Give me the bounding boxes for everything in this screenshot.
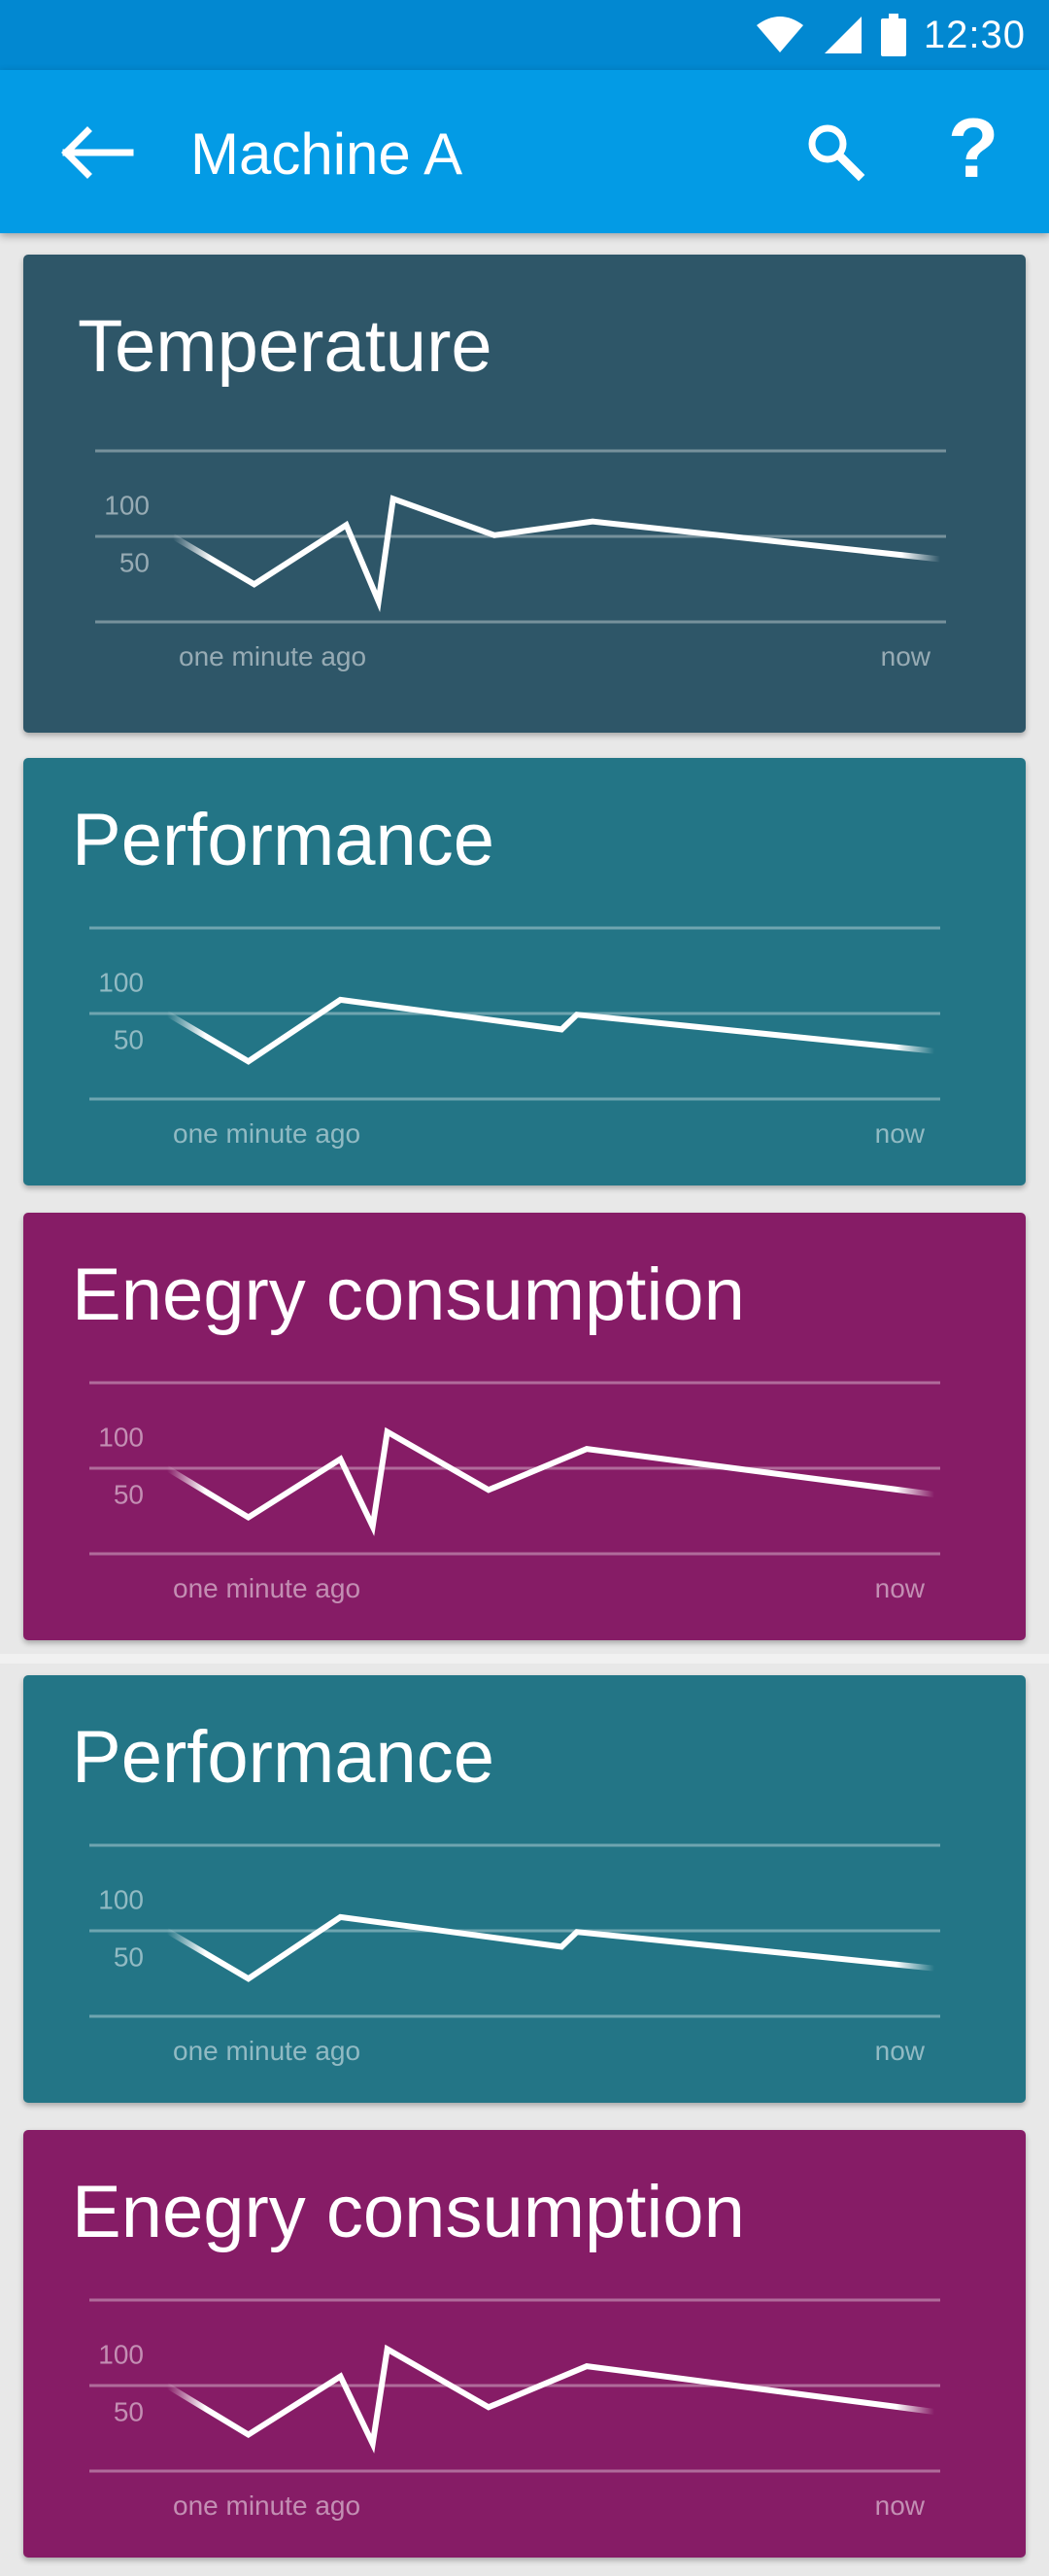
series-line — [165, 996, 935, 1065]
card-title: Enegry consumption — [72, 2171, 745, 2253]
card-title: Performance — [72, 1716, 495, 1799]
energy-consumption-chart: 100 50 one minute ago now — [89, 2298, 940, 2521]
card-title: Temperature — [78, 305, 492, 388]
x-axis-label-end: now — [875, 1573, 926, 1603]
wifi-icon — [756, 17, 803, 52]
search-icon — [808, 124, 865, 182]
performance-card[interactable]: Performance 100 50 one minute ago now — [23, 1675, 1026, 2103]
performance-chart: 100 50 one minute ago now — [89, 1843, 940, 2066]
x-axis-label-start: one minute ago — [173, 2490, 360, 2521]
cellular-signal-icon — [824, 17, 862, 53]
help-icon: ? — [947, 102, 999, 195]
card-title: Performance — [72, 799, 495, 881]
temperature-chart: 100 50 one minute ago now — [95, 449, 946, 671]
status-icons: 12:30 — [755, 0, 1026, 70]
section-divider — [0, 1654, 1049, 1664]
y-tick-label: 100 — [104, 491, 150, 521]
y-tick-label: 100 — [98, 968, 144, 998]
help-button[interactable]: ? — [934, 105, 1012, 192]
status-bar: 12:30 — [0, 0, 1049, 70]
status-time: 12:30 — [923, 13, 1026, 56]
temperature-card[interactable]: Temperature 100 50 one minute ago now — [23, 255, 1026, 733]
energy-consumption-card[interactable]: Enegry consumption 100 50 one minute ago no… — [23, 2130, 1026, 2558]
y-tick-label: 100 — [98, 1885, 144, 1915]
battery-icon — [880, 14, 906, 56]
series-line — [165, 1913, 935, 1982]
y-tick-label: 50 — [114, 1941, 144, 1972]
series-line — [171, 495, 941, 613]
y-tick-label: 50 — [119, 547, 150, 577]
performance-card[interactable]: Performance 100 50 one minute ago now — [23, 758, 1026, 1185]
series-line — [165, 2344, 935, 2454]
y-tick-label: 100 — [98, 2340, 144, 2370]
x-axis-label-end: now — [875, 1118, 926, 1149]
x-axis-label-end: now — [875, 2490, 926, 2521]
x-axis-label-end: now — [875, 2036, 926, 2066]
performance-chart: 100 50 one minute ago now — [89, 926, 940, 1149]
x-axis-label-start: one minute ago — [179, 641, 366, 671]
energy-consumption-card[interactable]: Enegry consumption 100 50 one minute ago no… — [23, 1213, 1026, 1640]
x-axis-label-start: one minute ago — [173, 2036, 360, 2066]
energy-consumption-chart: 100 50 one minute ago now — [89, 1381, 940, 1603]
back-button[interactable] — [60, 119, 138, 187]
card-title: Enegry consumption — [72, 1254, 745, 1336]
y-tick-label: 50 — [114, 2396, 144, 2426]
search-button[interactable] — [798, 113, 876, 190]
series-line — [165, 1426, 935, 1536]
y-tick-label: 100 — [98, 1423, 144, 1453]
x-axis-label-end: now — [881, 641, 931, 671]
app-bar: Machine A ? — [0, 70, 1049, 233]
arrow-left-icon — [61, 126, 134, 179]
page-title: Machine A — [190, 121, 463, 187]
x-axis-label-start: one minute ago — [173, 1573, 360, 1603]
x-axis-label-start: one minute ago — [173, 1118, 360, 1149]
y-tick-label: 50 — [114, 1479, 144, 1509]
y-tick-label: 50 — [114, 1024, 144, 1054]
